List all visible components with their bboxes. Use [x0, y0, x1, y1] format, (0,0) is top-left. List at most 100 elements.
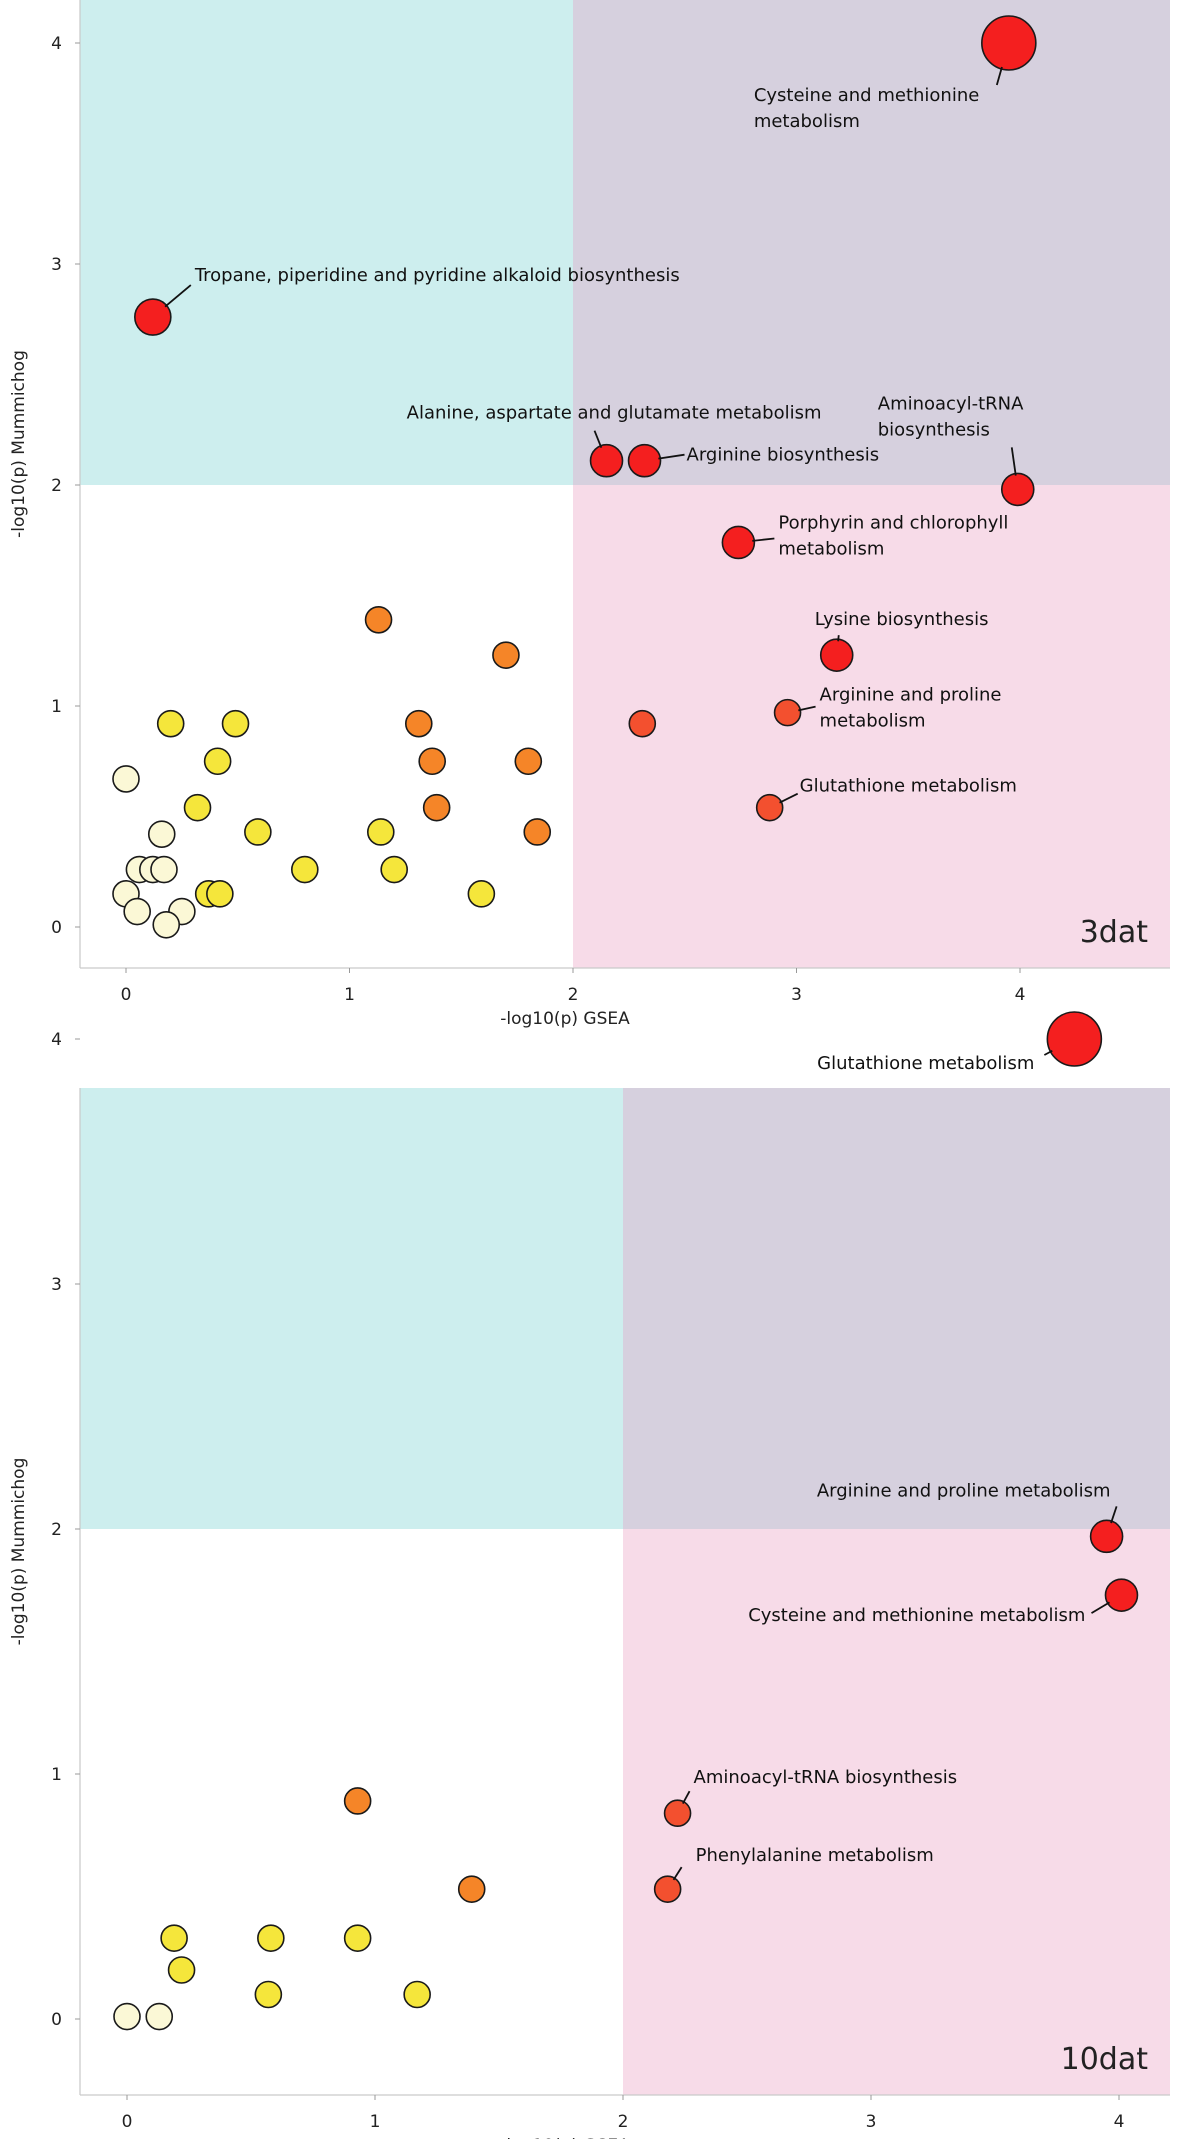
x-tick-label: 4: [1015, 985, 1026, 1005]
data-point: [628, 709, 657, 738]
data-point: [156, 709, 185, 738]
y-tick-label: 3: [51, 1275, 62, 1295]
annotation-line: Porphyrin and chlorophyll: [778, 512, 1008, 533]
data-point: [167, 1956, 196, 1984]
quadrant-lower-right: [623, 1529, 1170, 2095]
annotation-leader: [682, 1790, 691, 1804]
data-point: [257, 1924, 285, 1952]
y-tick-label: 1: [51, 697, 62, 717]
data-point: [1046, 1011, 1103, 1067]
data-point: [653, 1875, 682, 1903]
annotation-label: Glutathione metabolism: [817, 1053, 1034, 1074]
y-tick-label: 0: [51, 2010, 62, 2030]
panel-label: 10dat: [1061, 2042, 1149, 2077]
annotation-line: Phenylalanine metabolism: [696, 1845, 934, 1866]
data-point: [134, 298, 172, 336]
annotation-line: Arginine and proline metabolism: [817, 1480, 1111, 1501]
annotation-leader: [658, 453, 685, 460]
x-axis-label: -log10(p) GSEA: [500, 1009, 630, 1029]
data-point: [123, 897, 151, 926]
annotation-leader: [1110, 1506, 1118, 1524]
annotation-leader: [837, 635, 840, 642]
data-point: [290, 855, 319, 884]
annotation-leader: [779, 792, 799, 804]
data-point: [380, 855, 409, 884]
annotation-line: metabolism: [754, 111, 860, 132]
annotation-leader: [672, 1866, 683, 1881]
annotation-label: Tropane, piperidine and pyridine alkaloi…: [194, 265, 680, 286]
data-point: [403, 1980, 431, 2009]
annotation-label: Phenylalanine metabolism: [696, 1845, 934, 1866]
annotation-line: Arginine biosynthesis: [687, 445, 880, 466]
annotation-line: Arginine and proline: [820, 685, 1002, 706]
x-tick-label: 3: [866, 2112, 877, 2132]
data-point: [1104, 1578, 1139, 1612]
annotation-leader: [1010, 447, 1017, 476]
annotation-label: Aminoacyl-tRNA biosynthesis: [878, 393, 1024, 440]
annotation-leader: [593, 430, 603, 449]
data-point: [343, 1787, 372, 1815]
data-point: [589, 443, 624, 478]
annotation-label: Lysine biosynthesis: [815, 609, 989, 630]
annotation-label: Porphyrin and chlorophyll metabolism: [778, 512, 1008, 559]
data-point: [203, 747, 232, 776]
x-tick-label: 2: [618, 2112, 629, 2132]
data-point: [206, 880, 234, 908]
data-point: [514, 747, 543, 776]
x-tick-label: 1: [370, 2112, 381, 2132]
annotation-label: Arginine and proline metabolism: [817, 1480, 1111, 1501]
annotation-line: metabolism: [778, 538, 884, 559]
quadrant-upper-left: [80, 1088, 623, 1529]
data-point: [150, 855, 178, 884]
data-point: [773, 698, 802, 727]
data-point: [981, 15, 1037, 71]
annotation-line: Glutathione metabolism: [817, 1053, 1034, 1074]
x-axis-label: -log10(p) GSEA: [500, 2136, 630, 2139]
annotation-label: Aminoacyl-tRNA biosynthesis: [694, 1767, 958, 1788]
y-axis-label: -log10(p) Mummichog: [9, 350, 29, 538]
data-point: [183, 793, 212, 822]
annotation-leader: [798, 705, 816, 712]
data-point: [160, 1924, 188, 1952]
data-point: [467, 880, 496, 908]
quadrant-lower-right: [573, 485, 1170, 968]
annotation-line: metabolism: [820, 711, 926, 732]
annotation-line: biosynthesis: [878, 419, 990, 440]
y-tick-label: 2: [51, 1520, 62, 1540]
data-point: [113, 2002, 141, 2031]
data-point: [492, 641, 520, 669]
data-point: [523, 818, 552, 846]
y-tick-label: 2: [51, 476, 62, 496]
y-tick-label: 4: [51, 34, 62, 54]
annotation-leader: [1091, 1601, 1110, 1614]
data-point: [755, 793, 784, 822]
annotation-leader: [164, 284, 192, 308]
annotation-label: Alanine, aspartate and glutamate metabol…: [407, 403, 822, 424]
annotation-leader: [752, 537, 775, 542]
annotation-line: Tropane, piperidine and pyridine alkaloi…: [194, 265, 680, 286]
annotation-line: Aminoacyl-tRNA: [878, 393, 1024, 414]
data-point: [364, 606, 393, 634]
data-point: [366, 818, 395, 846]
annotation-line: Glutathione metabolism: [800, 776, 1017, 797]
annotation-line: Lysine biosynthesis: [815, 609, 989, 630]
quadrant-upper-right: [623, 1088, 1170, 1529]
annotation-line: Cysteine and methionine: [754, 85, 980, 106]
data-point: [145, 2002, 174, 2031]
data-point: [221, 709, 250, 738]
data-point: [152, 910, 181, 939]
data-point: [422, 793, 451, 822]
annotation-leader: [1043, 1049, 1053, 1056]
x-tick-label: 0: [121, 985, 132, 1005]
data-point: [1000, 472, 1035, 507]
x-tick-label: 4: [1114, 2112, 1125, 2132]
annotation-line: Cysteine and methionine metabolism: [748, 1605, 1085, 1626]
y-tick-label: 0: [51, 918, 62, 938]
x-tick-label: 2: [568, 985, 579, 1005]
data-point: [721, 525, 756, 560]
data-point: [627, 443, 662, 478]
panel-label: 3dat: [1080, 915, 1149, 950]
data-point: [244, 818, 272, 846]
data-point: [819, 638, 854, 672]
